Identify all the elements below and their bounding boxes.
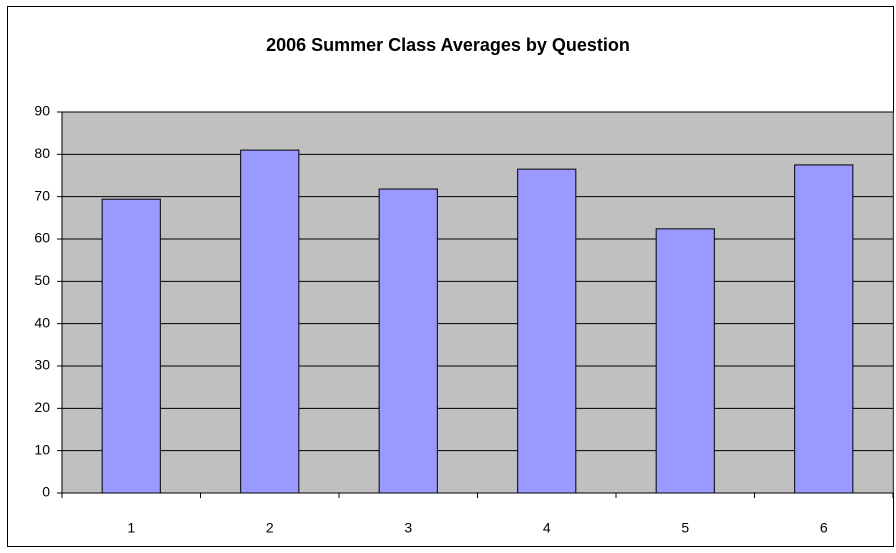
- x-tick-label: 1: [127, 520, 135, 536]
- y-tick-label: 20: [34, 399, 50, 415]
- bar: [655, 228, 715, 494]
- y-tick-label: 30: [34, 357, 50, 373]
- chart-title: 2006 Summer Class Averages by Question: [266, 35, 630, 55]
- y-tick-label: 0: [42, 484, 50, 500]
- y-tick-label: 50: [34, 272, 50, 288]
- y-tick-label: 70: [34, 187, 50, 203]
- y-tick-label: 40: [34, 314, 50, 330]
- y-tick-label: 80: [34, 145, 50, 161]
- x-tick-label: 3: [404, 520, 412, 536]
- bar: [517, 168, 577, 494]
- plot-area: [61, 111, 894, 494]
- bar: [240, 149, 300, 494]
- y-tick-label: 10: [34, 441, 50, 457]
- x-tick-label: 2: [266, 520, 274, 536]
- x-tick-label: 4: [543, 520, 551, 536]
- x-tick-label: 5: [681, 520, 689, 536]
- bar: [794, 164, 854, 494]
- bar: [378, 188, 438, 494]
- bar: [101, 198, 161, 494]
- x-tick-label: 6: [820, 520, 828, 536]
- y-tick-label: 60: [34, 230, 50, 246]
- y-tick-label: 90: [34, 103, 50, 119]
